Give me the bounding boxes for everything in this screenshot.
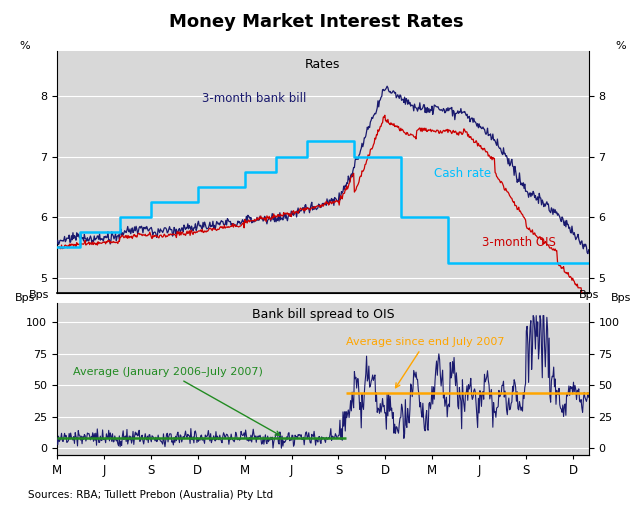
Text: Average since end July 2007: Average since end July 2007 <box>346 337 505 388</box>
Text: Bps: Bps <box>28 290 49 300</box>
Text: 3-month bank bill: 3-month bank bill <box>201 92 306 105</box>
Text: Bps: Bps <box>579 290 599 300</box>
Text: Cash rate: Cash rate <box>434 167 492 180</box>
Text: 3-month OIS: 3-month OIS <box>482 236 556 249</box>
Text: Average (January 2006–July 2007): Average (January 2006–July 2007) <box>73 367 280 435</box>
Text: Bps: Bps <box>15 293 35 303</box>
Text: Money Market Interest Rates: Money Market Interest Rates <box>169 13 464 31</box>
Text: Sources: RBA; Tullett Prebon (Australia) Pty Ltd: Sources: RBA; Tullett Prebon (Australia)… <box>28 490 273 500</box>
Text: %: % <box>615 40 626 50</box>
Text: Bank bill spread to OIS: Bank bill spread to OIS <box>251 308 394 321</box>
Text: %: % <box>20 40 30 50</box>
Text: Bps: Bps <box>610 293 630 303</box>
Text: Rates: Rates <box>305 58 341 71</box>
